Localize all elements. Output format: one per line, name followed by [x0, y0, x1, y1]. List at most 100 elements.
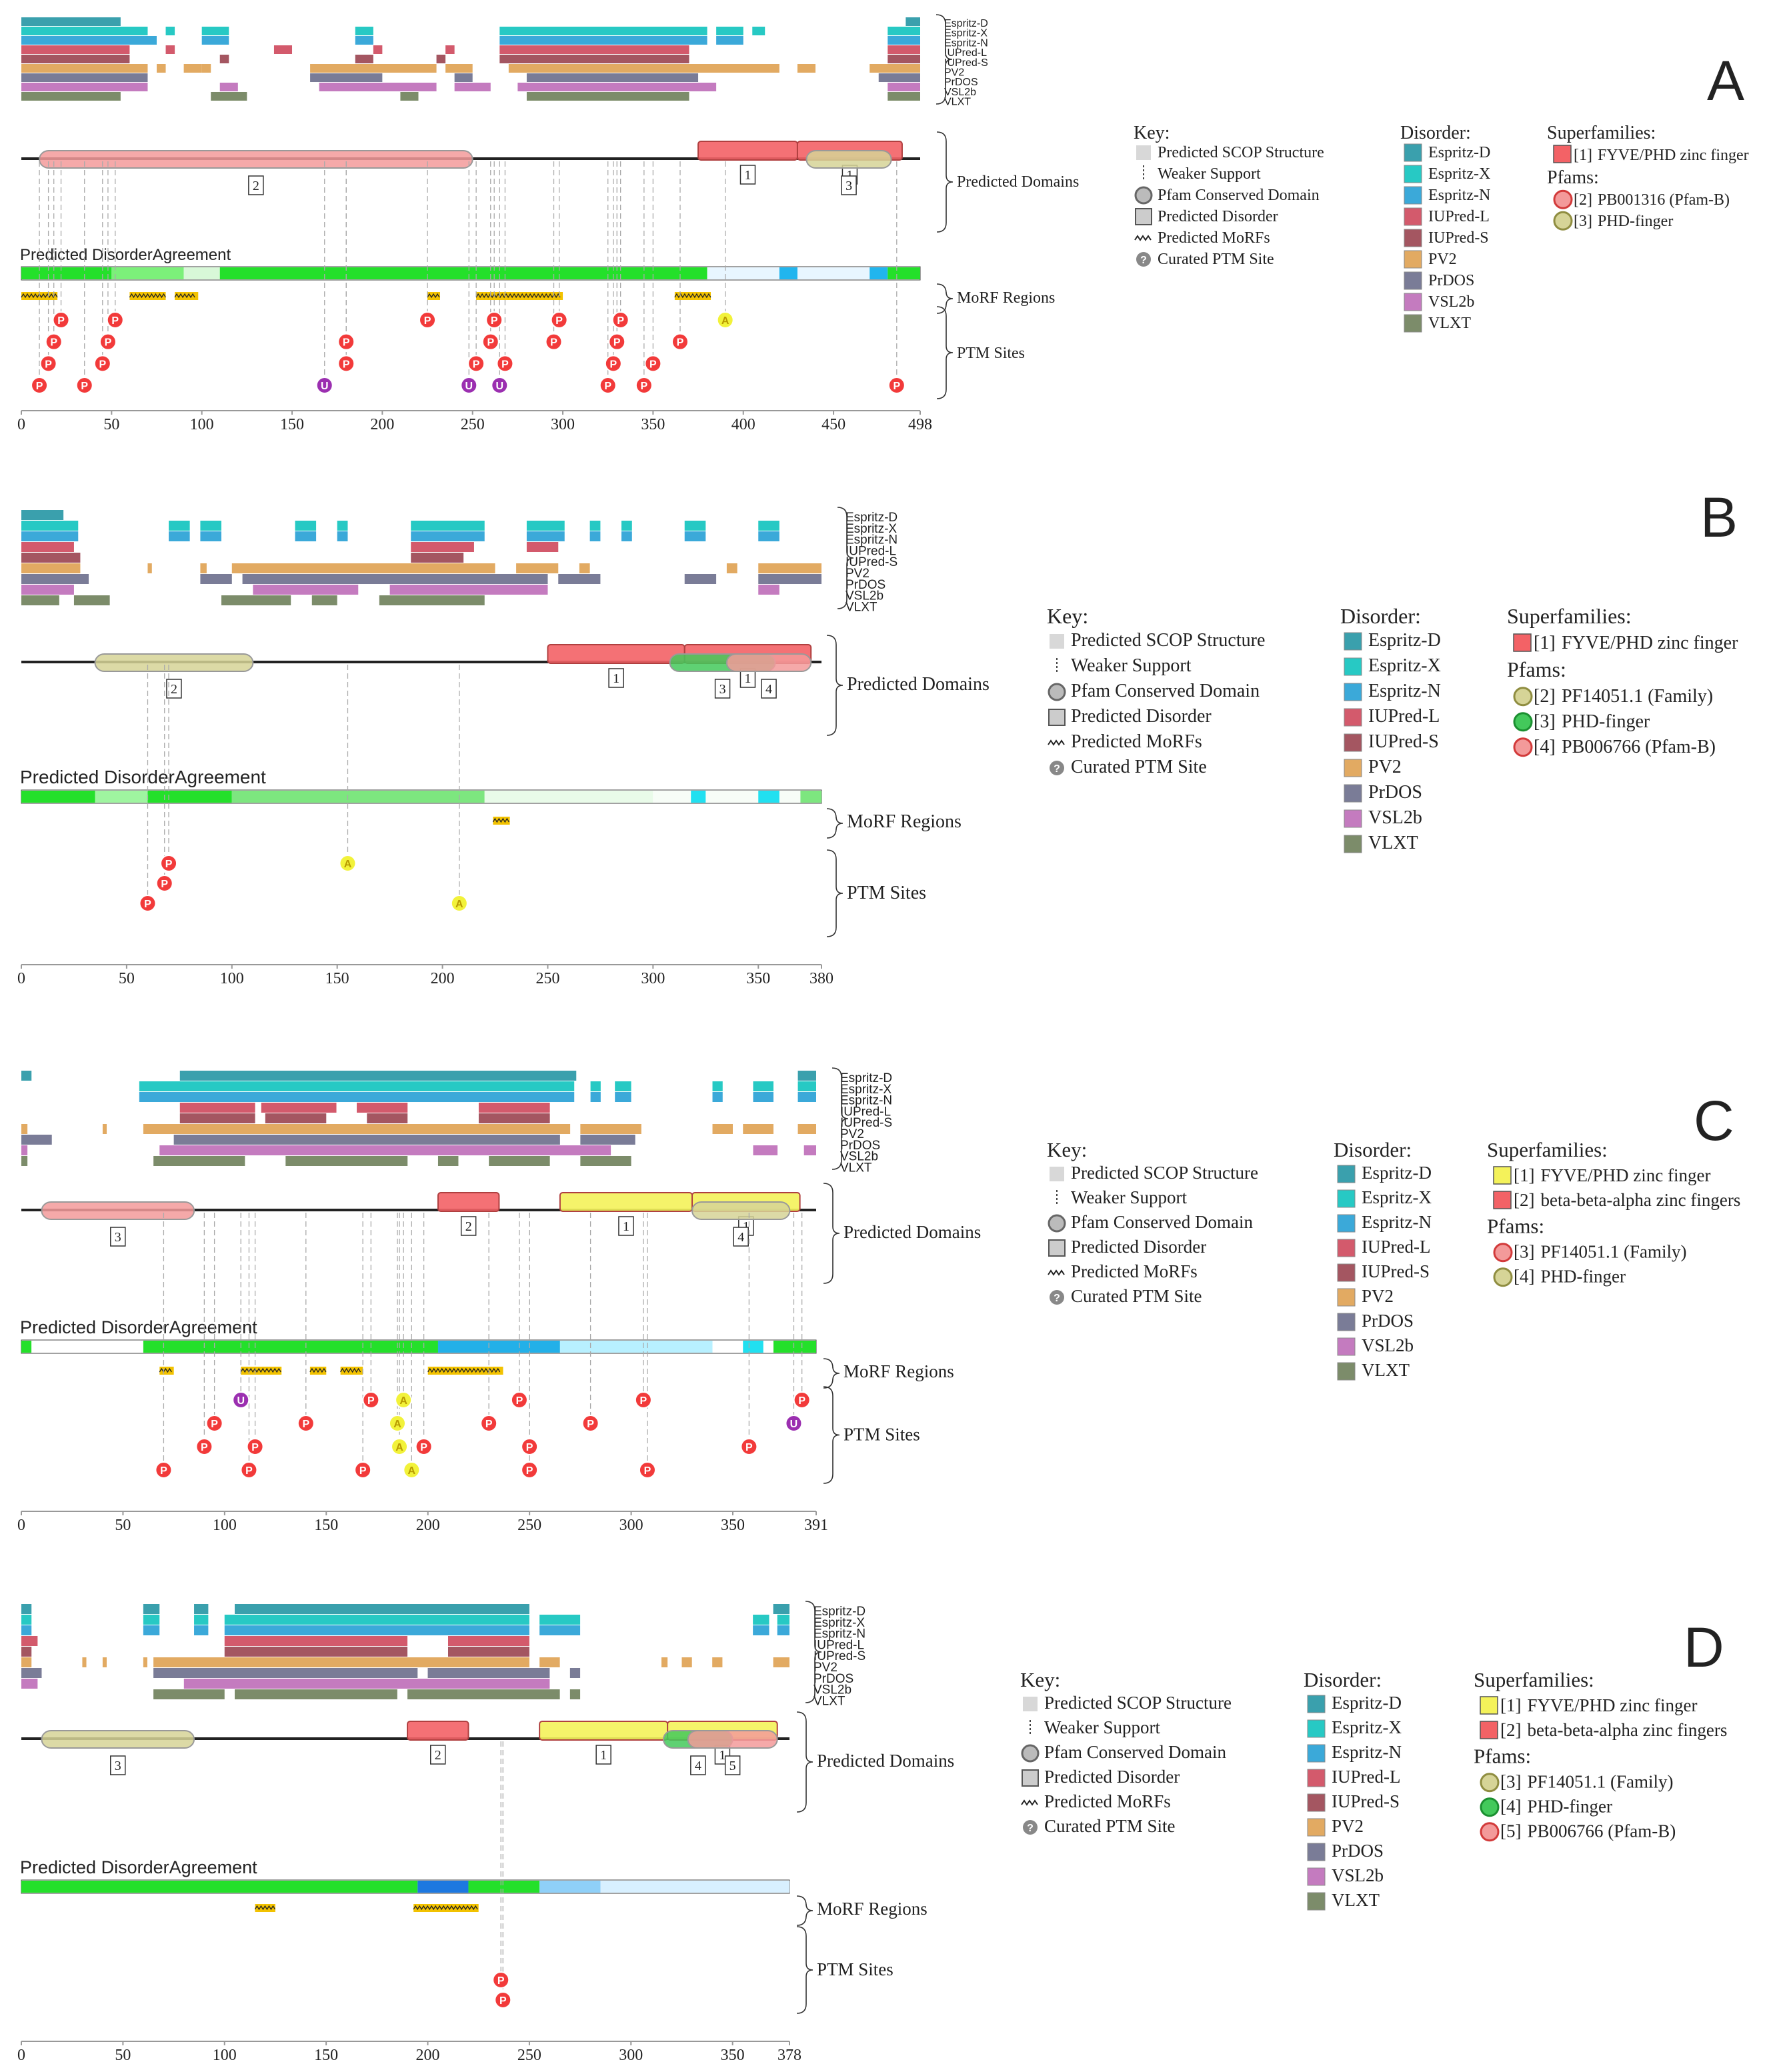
- disorder-segment: [21, 574, 89, 584]
- key-item-label: Predicted MoRFs: [1158, 229, 1270, 247]
- domain-number-box: [595, 1745, 611, 1765]
- ptm-marker: [510, 1391, 528, 1409]
- ptm-letter: P: [501, 359, 509, 370]
- predictor-label: VLXT: [944, 97, 971, 108]
- ptm-marker: [460, 377, 478, 394]
- ptm-marker: [52, 311, 70, 329]
- ptm-marker: [75, 377, 93, 394]
- pfam-icon: [1048, 683, 1066, 701]
- pfam-swatch: [1553, 189, 1573, 209]
- disorder-icon: [1135, 208, 1152, 225]
- disorder-segment: [273, 45, 293, 54]
- predictor-label: Espritz-N: [944, 37, 988, 49]
- morf-wave: [492, 817, 509, 823]
- ptm-marker: [205, 1415, 223, 1432]
- morf-regions: [254, 1904, 479, 1912]
- ptm-marker: [419, 311, 437, 329]
- disorder-legend-label: PV2: [1368, 757, 1402, 777]
- axis-tick-label: 0: [17, 416, 25, 433]
- disorder-segment: [253, 585, 359, 595]
- disorder-segment: [194, 1615, 209, 1625]
- disorder-legend-label: Espritz-N: [1332, 1742, 1402, 1762]
- axis-tick-label: 100: [213, 1517, 237, 1534]
- agreement-segment: [183, 267, 220, 279]
- domain-block: [725, 653, 812, 672]
- predicted-domains: 1 1 2 3 4: [41, 1192, 801, 1247]
- predictor-label: VSL2b: [845, 589, 883, 603]
- disorder-segment: [539, 1615, 581, 1625]
- ptm-letter: A: [393, 1419, 401, 1430]
- disorder-segment: [753, 1625, 769, 1635]
- disorder-segment: [21, 1625, 32, 1635]
- disorder-segment: [337, 521, 348, 531]
- disorder-segment: [102, 1657, 107, 1667]
- ptm-letter: P: [550, 337, 557, 349]
- guide-lines: [39, 161, 898, 385]
- superfamily-swatch: [1493, 1191, 1512, 1209]
- key-item-label: Predicted Disorder: [1071, 706, 1212, 727]
- ptm-marker: [599, 377, 617, 394]
- ptm-letter: P: [36, 381, 43, 392]
- ptm-marker: [195, 1438, 213, 1455]
- domain-number-box: [166, 679, 182, 699]
- disorder-segment: [887, 36, 920, 45]
- disorder-segment: [499, 55, 689, 63]
- disorder-segment: [569, 1689, 581, 1699]
- disorder-segment: [427, 1668, 550, 1678]
- axis-tick-label: 350: [721, 2047, 745, 2064]
- disorder-segment: [478, 1103, 550, 1113]
- domain-number-box: [724, 1755, 741, 1775]
- pfam-swatch: [1480, 1773, 1500, 1793]
- disorder-swatch: [1307, 1892, 1326, 1911]
- disorder-segment: [869, 64, 920, 73]
- ptm-marker: [671, 333, 689, 351]
- legend-families: Superfamilies: [1] FYVE/PHD zinc finger Pfa…: [1507, 604, 1738, 757]
- ptm-icon-glyph: ?: [1027, 1823, 1034, 1834]
- axis-tick-label: 200: [416, 1517, 440, 1534]
- disorder-segment: [445, 64, 473, 73]
- superfamily-name: FYVE/PHD zinc finger: [1562, 633, 1738, 653]
- disorder-segment: [716, 36, 743, 45]
- disorder-segment: [21, 1145, 28, 1155]
- disorder-segment: [590, 1092, 601, 1102]
- bracket: [823, 1358, 840, 1389]
- disorder-segment: [753, 1081, 773, 1091]
- disorder-segment: [310, 73, 383, 82]
- ptm-marker: [391, 1438, 409, 1455]
- domain-number: 3: [115, 1230, 121, 1245]
- disorder-segment: [224, 1625, 529, 1635]
- disorder-legend-label: Espritz-D: [1332, 1693, 1402, 1713]
- pfam-num: [4]: [1534, 737, 1556, 757]
- disorder-segment: [773, 1657, 789, 1667]
- domain-number-box: [248, 175, 264, 195]
- disorder-segment: [615, 1092, 631, 1102]
- ptm-letter: P: [99, 359, 106, 370]
- superfamily-name: FYVE/PHD zinc finger: [1598, 147, 1749, 164]
- disorder-predictor-tracks: [21, 17, 920, 101]
- axis-tick-label: 300: [641, 970, 665, 987]
- disorder-swatch: [1404, 271, 1422, 290]
- superfamilies-title: Superfamilies:: [1474, 1668, 1594, 1691]
- domain-number: 1: [600, 1748, 607, 1763]
- disorder-segment: [194, 1625, 209, 1635]
- predictor-label: PV2: [813, 1661, 837, 1675]
- disorder-segment: [21, 73, 148, 82]
- disorder-legend-label: Espritz-N: [1428, 187, 1490, 204]
- disorder-swatch: [1337, 1189, 1356, 1208]
- disorder-segment: [242, 574, 548, 584]
- disorder-segment: [21, 531, 79, 541]
- ptm-letter: P: [359, 1465, 367, 1477]
- ptm-letter: P: [473, 359, 480, 370]
- agreement-segment: [21, 791, 95, 803]
- bracket-label-domains: Predicted Domains: [817, 1751, 954, 1771]
- ptm-marker: [93, 355, 111, 373]
- key-item-label: Pfam Conserved Domain: [1071, 1212, 1253, 1232]
- superfamily-num: [2]: [1500, 1720, 1521, 1740]
- residue-axis: 0 50 100 150 200 250 300 350 378: [17, 2041, 801, 2064]
- disorder-segment: [580, 1156, 631, 1166]
- ptm-letter: A: [344, 859, 352, 870]
- pfam-swatch: [1513, 687, 1533, 707]
- morf-icon: [1048, 1269, 1065, 1276]
- ptm-marker: [415, 1438, 433, 1455]
- morf-wave: [475, 293, 561, 299]
